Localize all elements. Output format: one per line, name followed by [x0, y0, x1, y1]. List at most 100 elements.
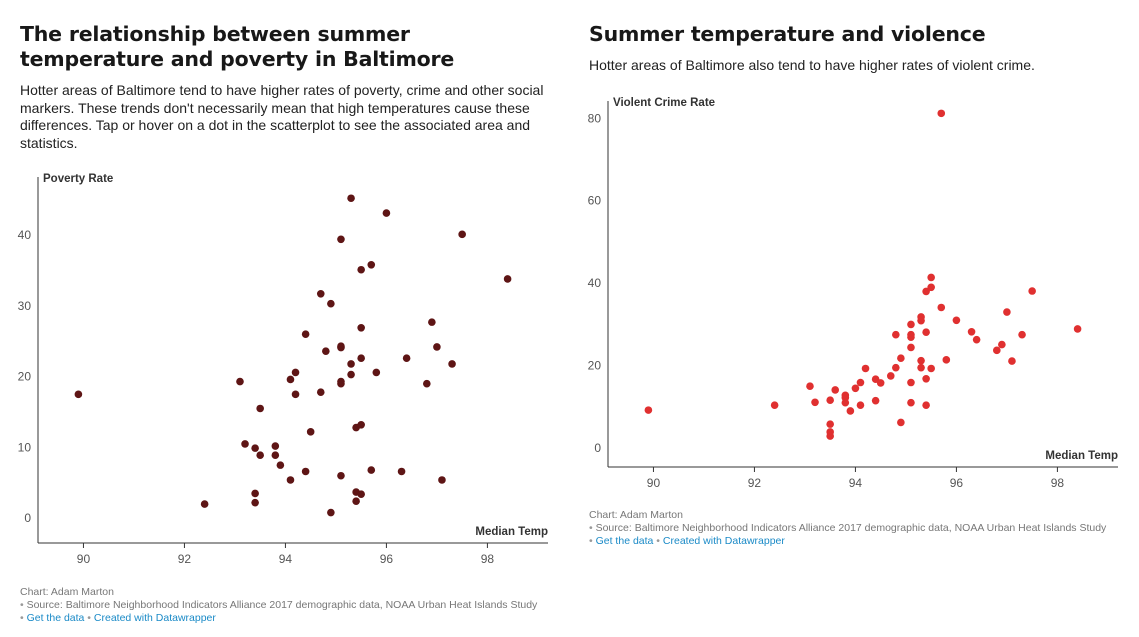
- data-point[interactable]: [1028, 287, 1036, 295]
- data-point[interactable]: [1008, 357, 1016, 365]
- data-point[interactable]: [291, 390, 300, 399]
- data-point[interactable]: [861, 364, 870, 373]
- data-point[interactable]: [347, 360, 355, 368]
- data-point[interactable]: [372, 368, 381, 377]
- data-point[interactable]: [352, 497, 360, 506]
- data-point[interactable]: [922, 374, 930, 383]
- data-point[interactable]: [428, 318, 436, 326]
- data-point[interactable]: [256, 451, 264, 460]
- data-point[interactable]: [826, 428, 834, 436]
- get-the-data-link[interactable]: Get the data: [595, 535, 654, 547]
- data-point[interactable]: [286, 375, 295, 384]
- data-point[interactable]: [927, 364, 935, 373]
- data-point[interactable]: [806, 382, 814, 391]
- data-point[interactable]: [922, 328, 930, 337]
- data-point[interactable]: [942, 356, 951, 364]
- data-point[interactable]: [200, 500, 209, 508]
- data-point[interactable]: [897, 354, 905, 362]
- data-point[interactable]: [276, 461, 285, 469]
- data-point[interactable]: [291, 368, 300, 377]
- data-point[interactable]: [74, 390, 83, 399]
- data-point[interactable]: [256, 404, 264, 413]
- data-point[interactable]: [1018, 330, 1026, 339]
- data-point[interactable]: [286, 476, 295, 484]
- get-the-data-link[interactable]: Get the data: [26, 612, 85, 624]
- data-point[interactable]: [301, 467, 310, 476]
- data-point[interactable]: [503, 275, 512, 283]
- data-point[interactable]: [357, 265, 365, 274]
- data-point[interactable]: [897, 418, 905, 427]
- data-point[interactable]: [382, 209, 391, 217]
- data-point[interactable]: [922, 401, 930, 409]
- data-point[interactable]: [402, 354, 411, 363]
- data-point[interactable]: [811, 398, 819, 407]
- data-point[interactable]: [917, 356, 925, 365]
- data-point[interactable]: [1003, 308, 1011, 316]
- data-point[interactable]: [826, 396, 834, 405]
- data-point[interactable]: [327, 508, 335, 517]
- data-point[interactable]: [357, 490, 365, 498]
- data-point[interactable]: [423, 379, 431, 388]
- data-point[interactable]: [917, 313, 925, 321]
- data-point[interactable]: [907, 378, 915, 387]
- data-point[interactable]: [322, 347, 330, 355]
- data-point[interactable]: [972, 335, 981, 344]
- created-with-datawrapper-link[interactable]: Created with Datawrapper: [93, 612, 216, 624]
- data-point[interactable]: [438, 476, 446, 484]
- data-point[interactable]: [301, 330, 310, 338]
- data-point[interactable]: [846, 407, 855, 415]
- data-point[interactable]: [236, 377, 244, 386]
- data-point[interactable]: [458, 230, 466, 239]
- data-point[interactable]: [907, 320, 915, 329]
- data-point[interactable]: [967, 328, 976, 336]
- data-point[interactable]: [367, 260, 376, 269]
- data-point[interactable]: [271, 451, 280, 460]
- data-point[interactable]: [397, 467, 406, 476]
- data-point[interactable]: [886, 372, 895, 380]
- data-point[interactable]: [241, 440, 249, 448]
- data-point[interactable]: [892, 330, 900, 339]
- data-point[interactable]: [831, 386, 840, 394]
- data-point[interactable]: [993, 346, 1001, 355]
- data-point[interactable]: [433, 343, 441, 351]
- data-point[interactable]: [448, 360, 456, 368]
- data-point[interactable]: [851, 384, 860, 393]
- data-point[interactable]: [357, 420, 365, 429]
- data-point[interactable]: [306, 428, 315, 436]
- data-point[interactable]: [871, 396, 880, 405]
- data-point[interactable]: [876, 379, 885, 387]
- data-point[interactable]: [347, 194, 355, 203]
- data-point[interactable]: [917, 363, 925, 372]
- data-point[interactable]: [251, 444, 259, 452]
- data-point[interactable]: [998, 340, 1006, 349]
- data-point[interactable]: [271, 442, 280, 450]
- data-point[interactable]: [251, 498, 259, 507]
- data-point[interactable]: [922, 287, 930, 296]
- data-point[interactable]: [841, 391, 850, 400]
- data-point[interactable]: [927, 273, 935, 282]
- data-point[interactable]: [826, 420, 834, 428]
- data-point[interactable]: [907, 398, 915, 407]
- data-point[interactable]: [937, 303, 946, 312]
- data-point[interactable]: [327, 299, 335, 308]
- data-point[interactable]: [856, 378, 865, 387]
- data-point[interactable]: [927, 283, 935, 292]
- created-with-datawrapper-link[interactable]: Created with Datawrapper: [662, 535, 785, 547]
- data-point[interactable]: [856, 401, 865, 409]
- data-point[interactable]: [337, 235, 345, 244]
- data-point[interactable]: [357, 354, 365, 363]
- data-point[interactable]: [347, 370, 355, 379]
- data-point[interactable]: [952, 316, 961, 325]
- data-point[interactable]: [892, 363, 900, 372]
- data-point[interactable]: [337, 377, 345, 386]
- data-point[interactable]: [644, 406, 653, 414]
- data-point[interactable]: [907, 330, 915, 339]
- data-point[interactable]: [316, 290, 325, 298]
- data-point[interactable]: [337, 342, 345, 350]
- data-point[interactable]: [316, 388, 325, 397]
- data-point[interactable]: [770, 401, 779, 409]
- data-point[interactable]: [337, 471, 345, 480]
- data-point[interactable]: [907, 343, 915, 352]
- data-point[interactable]: [251, 489, 259, 498]
- data-point[interactable]: [1073, 325, 1082, 333]
